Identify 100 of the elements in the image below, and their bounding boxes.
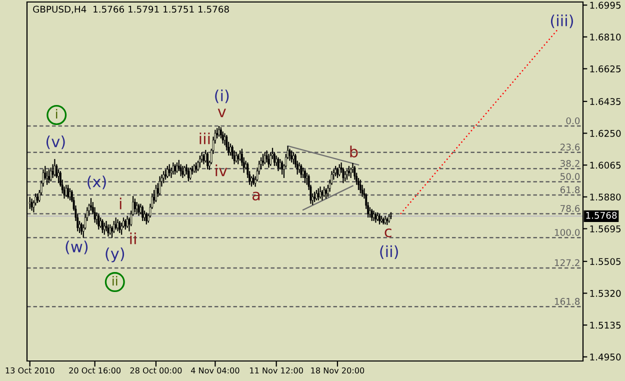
annotation: 127.2 bbox=[554, 259, 580, 266]
candlestick bbox=[166, 165, 168, 179]
annotation: 61.8 bbox=[560, 186, 580, 194]
candlestick bbox=[50, 167, 52, 182]
candlestick bbox=[252, 174, 254, 186]
candlestick bbox=[154, 184, 157, 203]
candlestick bbox=[142, 204, 144, 222]
candlestick bbox=[112, 220, 115, 234]
annotation: v bbox=[218, 108, 226, 118]
candlestick bbox=[338, 164, 340, 177]
candlestick bbox=[346, 168, 348, 180]
candlestick bbox=[374, 212, 377, 224]
candlestick bbox=[109, 224, 112, 236]
candlestick bbox=[304, 168, 306, 184]
candlestick bbox=[103, 222, 106, 236]
annotation: (ii) bbox=[380, 245, 398, 260]
candlestick bbox=[200, 152, 203, 164]
candlestick bbox=[168, 164, 170, 177]
annotation: 161.8 bbox=[554, 298, 580, 305]
candlestick bbox=[359, 179, 362, 194]
candlestick bbox=[348, 165, 350, 177]
annotation: (i) bbox=[215, 90, 229, 104]
candlestick bbox=[162, 170, 165, 184]
annotation: 38.2 bbox=[560, 160, 580, 167]
annotation: (y) bbox=[106, 247, 124, 262]
candlestick bbox=[314, 191, 316, 203]
candlestick bbox=[281, 160, 284, 176]
annotation: 78.6 bbox=[560, 205, 580, 212]
x-tick-label: 11 Nov 12:00 bbox=[250, 367, 303, 374]
annotation: i bbox=[120, 198, 122, 210]
candlestick bbox=[292, 152, 295, 165]
y-tick-label: 1.6435 bbox=[590, 98, 621, 106]
annotation: a bbox=[252, 192, 260, 200]
annotation: b bbox=[350, 146, 358, 158]
candlestick bbox=[262, 153, 264, 166]
candlestick bbox=[218, 125, 220, 138]
candlestick bbox=[344, 170, 346, 182]
candlestick bbox=[237, 153, 240, 165]
candlestick bbox=[36, 192, 38, 204]
annotation: i bbox=[56, 108, 58, 118]
annotation: c bbox=[384, 228, 392, 238]
candlestick bbox=[191, 165, 194, 176]
candlestick bbox=[277, 156, 280, 172]
candlestick bbox=[334, 165, 337, 177]
candlestick bbox=[164, 168, 166, 180]
candlestick bbox=[69, 188, 71, 201]
candlestick bbox=[300, 164, 302, 179]
candlestick bbox=[118, 220, 121, 234]
candlestick bbox=[206, 152, 209, 170]
candlestick bbox=[138, 203, 140, 216]
candlestick bbox=[302, 167, 304, 179]
candlestick bbox=[189, 167, 192, 180]
candlestick bbox=[358, 177, 360, 191]
candlestick bbox=[270, 152, 272, 166]
annotation: 23.6 bbox=[560, 144, 580, 151]
annotation: (v) bbox=[46, 136, 65, 150]
candlestick bbox=[264, 152, 266, 165]
annotation: 0.0 bbox=[566, 117, 580, 124]
candlestick bbox=[48, 168, 50, 184]
candlestick bbox=[30, 198, 33, 212]
candlestick bbox=[101, 218, 104, 234]
ref-line-label: 1.5768 bbox=[586, 212, 617, 219]
y-tick-label: 1.5695 bbox=[590, 225, 621, 232]
candlestick bbox=[235, 152, 238, 164]
chart-title: GBPUSD,H4 1.5766 1.5791 1.5751 1.5768 bbox=[33, 6, 229, 14]
candlestick bbox=[202, 153, 205, 165]
candlestick bbox=[65, 184, 68, 198]
candlestick bbox=[98, 214, 100, 230]
candlestick bbox=[350, 167, 352, 179]
annotation: 50.0 bbox=[560, 173, 580, 180]
candlestick bbox=[182, 165, 184, 179]
annotation: 100.0 bbox=[554, 228, 580, 236]
candlestick bbox=[174, 164, 176, 176]
annotation: (iii) bbox=[550, 14, 573, 28]
y-tick-label: 1.5880 bbox=[590, 194, 621, 201]
candlestick bbox=[336, 167, 338, 179]
candlestick bbox=[233, 150, 236, 165]
y-tick-label: 1.6810 bbox=[590, 34, 621, 41]
annotation: (w) bbox=[66, 240, 88, 254]
y-tick-label: 1.5135 bbox=[590, 322, 621, 329]
candlestick bbox=[195, 162, 198, 174]
candlestick bbox=[67, 184, 70, 200]
candlestick bbox=[266, 150, 268, 164]
candlestick bbox=[321, 189, 324, 201]
y-tick-label: 1.6995 bbox=[590, 2, 621, 9]
candlestick bbox=[231, 144, 234, 160]
candlestick bbox=[273, 152, 276, 166]
candlestick bbox=[116, 218, 119, 232]
candlestick bbox=[319, 186, 322, 200]
candlestick bbox=[290, 150, 293, 164]
candlestick bbox=[198, 155, 201, 168]
candlestick bbox=[372, 210, 375, 222]
candlestick bbox=[378, 214, 380, 225]
candlestick bbox=[323, 186, 326, 198]
y-tick-label: 1.6065 bbox=[590, 162, 621, 169]
annotation: (x) bbox=[88, 176, 106, 190]
candlestick bbox=[172, 162, 174, 176]
candlestick bbox=[315, 189, 318, 201]
candlestick bbox=[325, 188, 327, 200]
candlestick bbox=[230, 143, 232, 156]
